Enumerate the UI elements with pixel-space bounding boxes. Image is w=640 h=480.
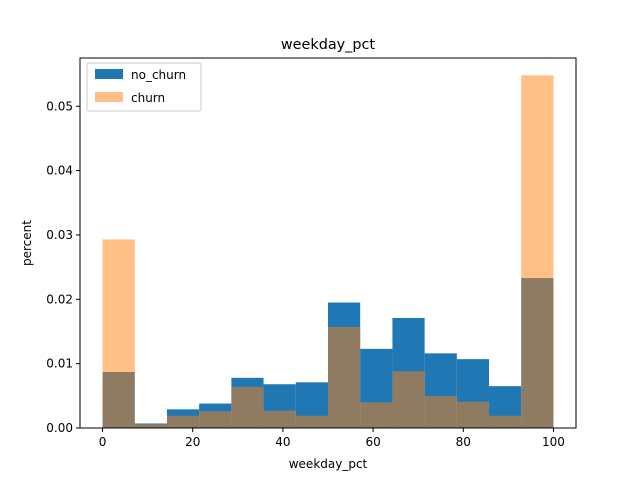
x-axis-label: weekday_pct — [289, 457, 368, 471]
bar-churn-12 — [489, 415, 522, 428]
bar-churn-8 — [360, 402, 393, 428]
y-axis-ticks: 0.00 0.01 0.02 0.03 0.04 0.05 — [46, 99, 80, 435]
bars-layer — [102, 75, 554, 429]
x-tick-label: 100 — [542, 435, 565, 449]
legend-swatch-churn — [95, 92, 123, 102]
legend-swatch-no-churn — [95, 69, 123, 79]
x-tick-label: 20 — [185, 435, 200, 449]
bar-churn-1 — [134, 424, 167, 428]
legend-label-churn: churn — [131, 91, 165, 105]
bar-churn-6 — [295, 415, 328, 428]
bar-churn-10 — [424, 395, 457, 428]
x-tick-label: 80 — [456, 435, 471, 449]
chart-title: weekday_pct — [281, 37, 376, 53]
bar-churn-11 — [456, 401, 490, 428]
y-tick-label: 0.00 — [46, 421, 73, 435]
legend-label-no-churn: no_churn — [131, 68, 186, 82]
bar-churn-0 — [102, 239, 135, 428]
y-axis-label: percent — [20, 220, 34, 266]
bar-churn-9 — [392, 371, 425, 428]
y-tick-label: 0.03 — [46, 228, 73, 242]
x-tick-label: 0 — [99, 435, 107, 449]
x-axis-ticks: 0 20 40 60 80 100 — [99, 428, 565, 449]
x-tick-label: 40 — [275, 435, 290, 449]
x-tick-label: 60 — [365, 435, 380, 449]
plot-frame — [79, 57, 577, 429]
bar-churn-5 — [263, 410, 296, 428]
bar-churn-3 — [199, 411, 232, 428]
y-tick-label: 0.04 — [46, 164, 73, 178]
bar-churn-4 — [231, 386, 264, 428]
y-tick-label: 0.02 — [46, 292, 73, 306]
bar-churn-7 — [328, 326, 361, 428]
legend: no_churn churn — [86, 62, 202, 112]
y-tick-label: 0.05 — [46, 99, 73, 113]
y-tick-label: 0.01 — [46, 357, 73, 371]
bar-churn-13 — [521, 75, 554, 429]
bar-churn-2 — [166, 415, 200, 428]
